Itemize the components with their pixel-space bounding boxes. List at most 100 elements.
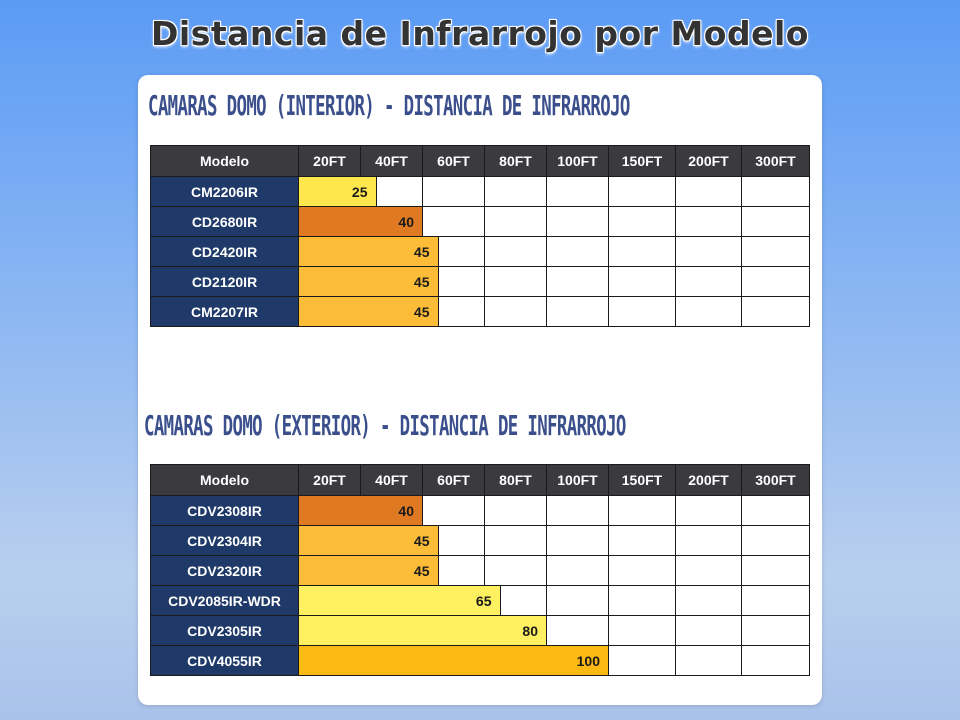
grid-cell (484, 206, 547, 237)
grid-cell (546, 206, 609, 237)
grid-cell (741, 176, 810, 207)
grid-cell (675, 206, 742, 237)
grid-cell (546, 296, 609, 327)
ir-distance-bar: 45 (298, 555, 439, 586)
grid-cell (608, 266, 676, 297)
model-cell: CDV2320IR (150, 555, 299, 586)
header-cell-modelo: Modelo (150, 464, 299, 496)
grid-cell (484, 236, 547, 267)
ir-distance-bar: 65 (298, 585, 501, 616)
model-cell: CDV2308IR (150, 495, 299, 526)
grid-cell (484, 555, 547, 586)
grid-cell (675, 495, 742, 526)
grid-cell (675, 555, 742, 586)
ir-distance-bar: 40 (298, 206, 423, 237)
grid-cell (546, 495, 609, 526)
grid-cell (741, 645, 810, 676)
grid-cell (608, 525, 676, 556)
grid-cell (546, 176, 609, 207)
grid-cell (484, 266, 547, 297)
page-title: Distancia de Infrarrojo por Modelo (151, 14, 809, 53)
grid-cell (546, 525, 609, 556)
header-cell-80ft: 80FT (484, 145, 547, 177)
grid-cell (546, 615, 609, 646)
header-cell-150ft: 150FT (608, 464, 676, 496)
grid-cell (422, 206, 485, 237)
model-cell: CDV2305IR (150, 615, 299, 646)
grid-cell (741, 555, 810, 586)
model-cell: CD2120IR (150, 266, 299, 297)
grid-cell (675, 236, 742, 267)
header-cell-60ft: 60FT (422, 464, 485, 496)
header-cell-300ft: 300FT (741, 145, 810, 177)
grid-cell (608, 495, 676, 526)
header-cell-20ft: 20FT (298, 145, 361, 177)
header-cell-200ft: 200FT (675, 464, 742, 496)
grid-cell (546, 555, 609, 586)
ir-distance-bar: 45 (298, 236, 439, 267)
ir-distance-bar: 45 (298, 525, 439, 556)
header-cell-40ft: 40FT (360, 145, 423, 177)
grid-cell (608, 206, 676, 237)
header-cell-20ft: 20FT (298, 464, 361, 496)
content-panel: CAMARAS DOMO (INTERIOR) - DISTANCIA DE I… (138, 75, 822, 705)
grid-cell (675, 585, 742, 616)
header-cell-80ft: 80FT (484, 464, 547, 496)
header-cell-300ft: 300FT (741, 464, 810, 496)
exterior-chart-title: CAMARAS DOMO (EXTERIOR) - DISTANCIA DE I… (144, 409, 626, 442)
grid-cell (484, 525, 547, 556)
model-cell: CDV2085IR-WDR (150, 585, 299, 616)
header-cell-modelo: Modelo (150, 145, 299, 177)
grid-cell (484, 176, 547, 207)
grid-cell (741, 266, 810, 297)
grid-cell (741, 525, 810, 556)
ir-distance-bar: 100 (298, 645, 609, 676)
header-cell-60ft: 60FT (422, 145, 485, 177)
exterior-ir-chart: Modelo 20FT 40FT 60FT 80FT 100FT 150FT 200FT 300… (150, 464, 810, 686)
model-cell: CM2207IR (150, 296, 299, 327)
interior-ir-chart: Modelo 20FT 40FT 60FT 80FT 100FT 150FT 200FT 300… (150, 145, 810, 335)
grid-cell (608, 585, 676, 616)
grid-cell (741, 236, 810, 267)
grid-cell (675, 176, 742, 207)
grid-cell (741, 615, 810, 646)
ir-distance-bar: 80 (298, 615, 547, 646)
grid-cell (608, 615, 676, 646)
grid-cell (608, 645, 676, 676)
grid-cell (546, 585, 609, 616)
grid-cell (608, 296, 676, 327)
grid-cell (546, 236, 609, 267)
grid-cell (608, 555, 676, 586)
ir-distance-bar: 45 (298, 266, 439, 297)
model-cell: CM2206IR (150, 176, 299, 207)
ir-distance-bar: 25 (298, 176, 377, 207)
interior-chart-title: CAMARAS DOMO (INTERIOR) - DISTANCIA DE I… (148, 89, 630, 122)
header-cell-40ft: 40FT (360, 464, 423, 496)
model-cell: CD2680IR (150, 206, 299, 237)
model-cell: CDV4055IR (150, 645, 299, 676)
grid-cell (675, 296, 742, 327)
grid-cell (484, 495, 547, 526)
grid-cell (741, 206, 810, 237)
grid-cell (741, 585, 810, 616)
grid-cell (675, 645, 742, 676)
header-cell-100ft: 100FT (546, 464, 609, 496)
model-cell: CDV2304IR (150, 525, 299, 556)
ir-distance-bar: 40 (298, 495, 423, 526)
grid-cell (608, 236, 676, 267)
header-cell-200ft: 200FT (675, 145, 742, 177)
header-cell-150ft: 150FT (608, 145, 676, 177)
grid-cell (741, 296, 810, 327)
ir-distance-bar: 45 (298, 296, 439, 327)
model-cell: CD2420IR (150, 236, 299, 267)
grid-cell (675, 266, 742, 297)
grid-cell (546, 266, 609, 297)
grid-cell (422, 495, 485, 526)
grid-cell (484, 296, 547, 327)
grid-cell (741, 495, 810, 526)
header-cell-100ft: 100FT (546, 145, 609, 177)
grid-cell (675, 525, 742, 556)
grid-cell (422, 176, 485, 207)
grid-cell (675, 615, 742, 646)
grid-cell (608, 176, 676, 207)
